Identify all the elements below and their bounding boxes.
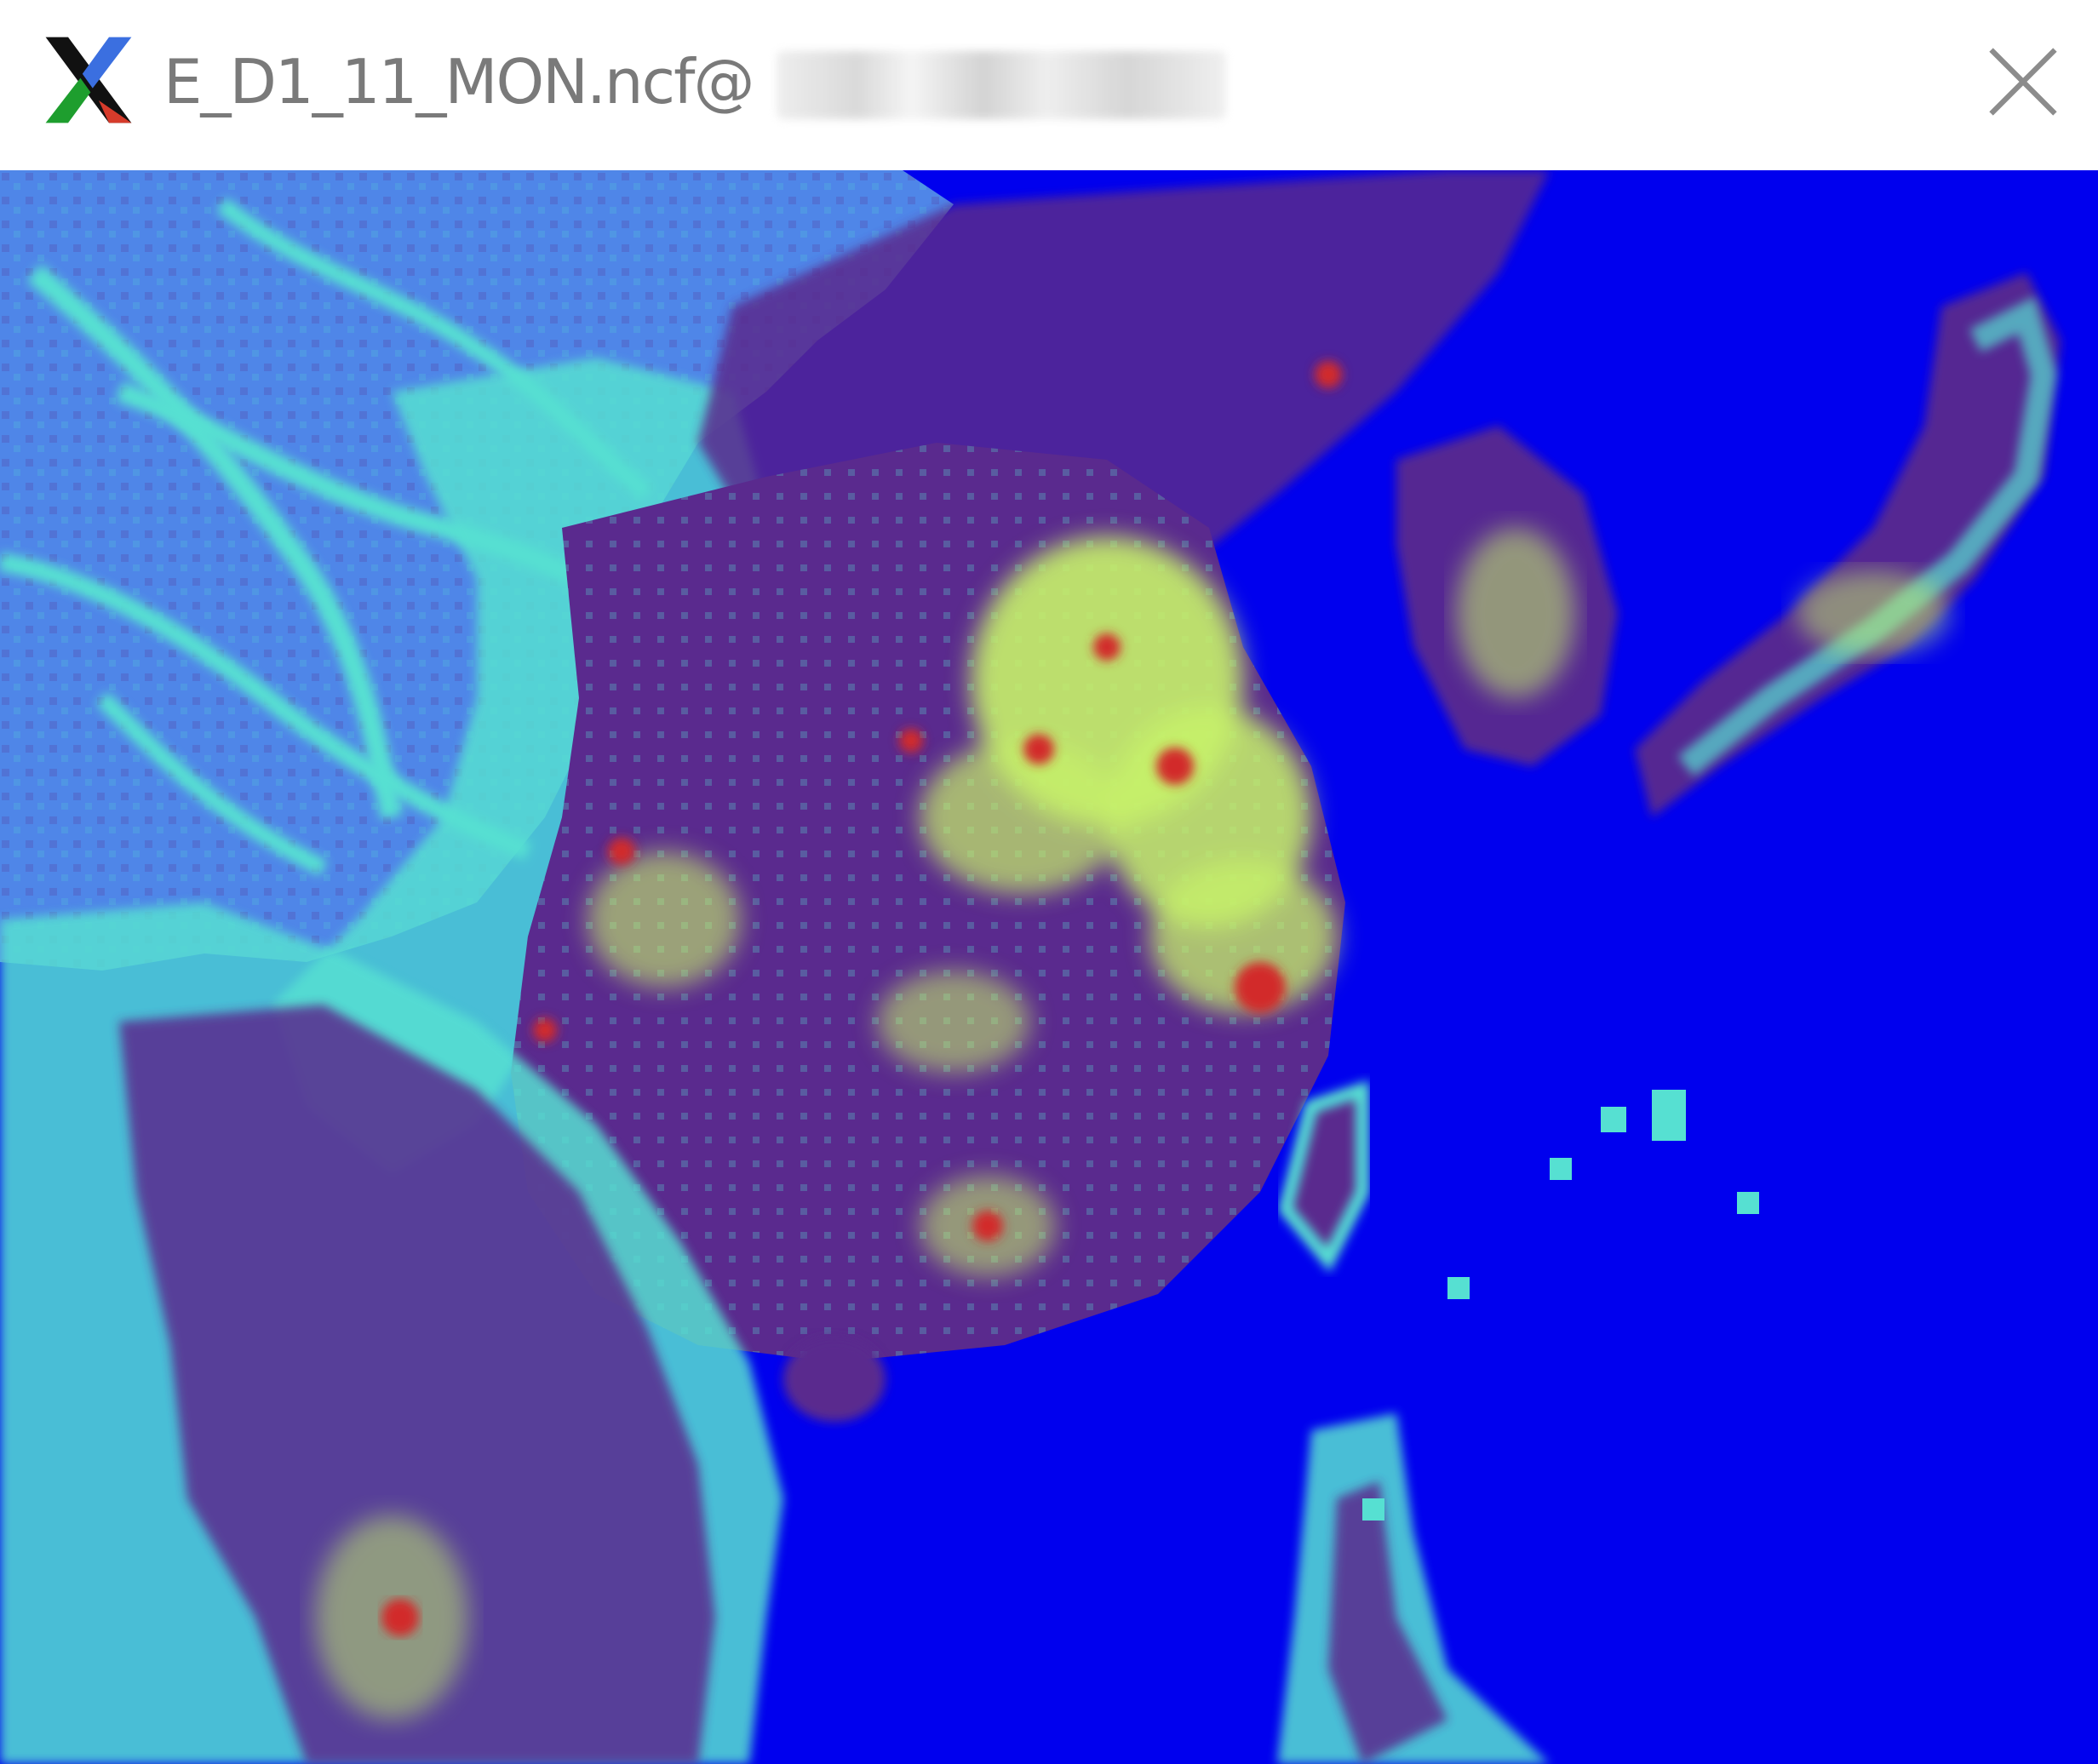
map-viewport[interactable] [0, 170, 2098, 1764]
landmass-japan [1635, 272, 2061, 817]
redacted-host [777, 51, 1226, 119]
landmass-hainan [783, 1337, 886, 1422]
window-title: E_D1_11_MON.ncf@ [163, 46, 754, 117]
small-islands [1362, 1090, 1759, 1521]
emission-map [0, 170, 2061, 1764]
close-icon[interactable] [1979, 37, 2067, 126]
x11-icon [45, 37, 132, 123]
hotspot-peaks [533, 361, 1342, 1241]
title-bar[interactable]: E_D1_11_MON.ncf@ [0, 0, 2098, 170]
